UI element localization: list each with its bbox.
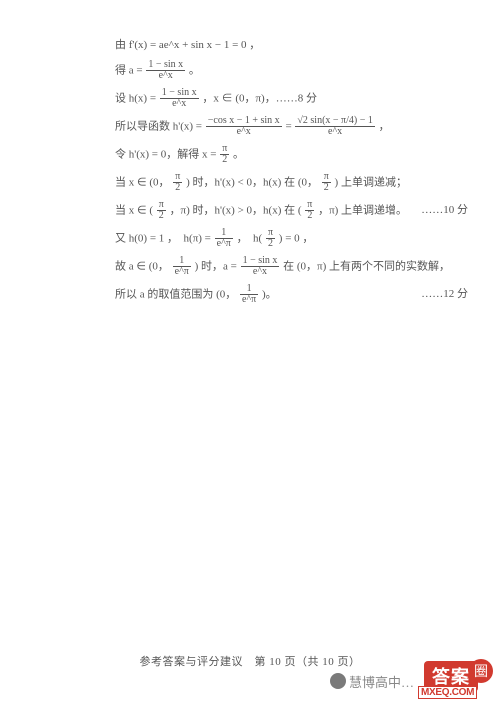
watermark-area: 慧博高中… 答案 圈 MXEQ.COM <box>330 661 490 701</box>
text: 令 h'(x) = 0，解得 x = <box>115 148 216 160</box>
watermark-icon <box>330 673 346 689</box>
denominator: e^x <box>295 127 374 138</box>
fraction: π 2 <box>305 200 314 222</box>
watermark-text: 慧博高中… <box>349 672 414 691</box>
fraction: 1 − sin x e^x <box>160 88 199 110</box>
text: 在 (0，π) 上有两个不同的实数解， <box>283 260 450 272</box>
fraction: √2 sin(x − π/4) − 1 e^x <box>295 116 374 138</box>
text: ，π) 上单调递增。 <box>318 204 407 216</box>
text: ，π) 时，h'(x) > 0，h(x) 在 ( <box>170 204 302 216</box>
solution-line: 令 h'(x) = 0，解得 x = π 2 。 <box>115 144 440 166</box>
fraction: 1 − sin x e^x <box>241 256 280 278</box>
solution-line: 得 a = 1 − sin x e^x 。 <box>115 60 440 82</box>
fraction: 1 e^π <box>215 228 233 250</box>
text: 。 <box>233 148 244 160</box>
text: ， <box>379 120 390 132</box>
solution-line: 当 x ∈ ( π 2 ，π) 时，h'(x) > 0，h(x) 在 ( π 2… <box>115 200 440 222</box>
text: ) 时，h'(x) < 0，h(x) 在 (0， <box>186 176 318 188</box>
fraction: π 2 <box>173 172 182 194</box>
denominator: 2 <box>173 183 182 194</box>
text: 由 f'(x) = ae^x + sin x − 1 = 0 ， <box>115 39 260 51</box>
text: ，x ∈ (0，π)，……8 分 <box>202 92 317 104</box>
badge-circle-text: 圈 <box>469 659 493 683</box>
denominator: e^π <box>173 267 191 278</box>
text: 当 x ∈ (0， <box>115 176 170 188</box>
denominator: e^x <box>160 99 199 110</box>
score-marker: ……12 分 <box>421 284 468 305</box>
text: )。 <box>262 288 277 300</box>
solution-line: 所以导函数 h'(x) = −cos x − 1 + sin x e^x = √… <box>115 116 440 138</box>
fraction: π 2 <box>322 172 331 194</box>
text: ) 上单调递减； <box>335 176 407 188</box>
page-container: 由 f'(x) = ae^x + sin x − 1 = 0 ， 得 a = 1… <box>0 0 500 707</box>
fraction: 1 e^π <box>173 256 191 278</box>
text: 所以导函数 h'(x) = <box>115 120 202 132</box>
text: 故 a ∈ (0， <box>115 260 169 272</box>
fraction: 1 e^π <box>240 284 258 306</box>
denominator: e^x <box>206 127 282 138</box>
denominator: e^x <box>241 267 280 278</box>
text: 又 h(0) = 1 ， h(π) = <box>115 232 211 244</box>
fraction: π 2 <box>220 144 229 166</box>
text: = <box>285 120 294 132</box>
text: 得 a = <box>115 64 143 76</box>
solution-line: 所以 a 的取值范围为 (0， 1 e^π )。 ……12 分 <box>115 284 440 306</box>
text: 当 x ∈ ( <box>115 204 153 216</box>
text: 设 h(x) = <box>115 92 156 104</box>
solution-line: 又 h(0) = 1 ， h(π) = 1 e^π ， h( π 2 ) = 0… <box>115 228 440 250</box>
fraction: −cos x − 1 + sin x e^x <box>206 116 282 138</box>
fraction: π 2 <box>266 228 275 250</box>
answer-badge: 答案 圈 MXEQ.COM <box>418 661 490 701</box>
solution-line: 由 f'(x) = ae^x + sin x − 1 = 0 ， <box>115 38 440 53</box>
solution-line: 设 h(x) = 1 − sin x e^x ，x ∈ (0，π)，……8 分 <box>115 88 440 110</box>
fraction: 1 − sin x e^x <box>146 60 185 82</box>
solution-line: 当 x ∈ (0， π 2 ) 时，h'(x) < 0，h(x) 在 (0， π… <box>115 172 440 194</box>
text: ) = 0 ， <box>279 232 314 244</box>
denominator: 2 <box>305 211 314 222</box>
text: 所以 a 的取值范围为 (0， <box>115 288 236 300</box>
fraction: π 2 <box>157 200 166 222</box>
watermark-source: 慧博高中… <box>330 672 414 691</box>
text: ， h( <box>237 232 263 244</box>
text: ) 时，a = <box>195 260 237 272</box>
text: 。 <box>189 64 200 76</box>
denominator: 2 <box>322 183 331 194</box>
denominator: e^x <box>146 71 185 82</box>
score-marker: ……10 分 <box>421 200 468 221</box>
denominator: e^π <box>240 295 258 306</box>
solution-line: 故 a ∈ (0， 1 e^π ) 时，a = 1 − sin x e^x 在 … <box>115 256 440 278</box>
denominator: 2 <box>266 239 275 250</box>
badge-url: MXEQ.COM <box>418 686 477 699</box>
denominator: e^π <box>215 239 233 250</box>
denominator: 2 <box>157 211 166 222</box>
denominator: 2 <box>220 155 229 166</box>
